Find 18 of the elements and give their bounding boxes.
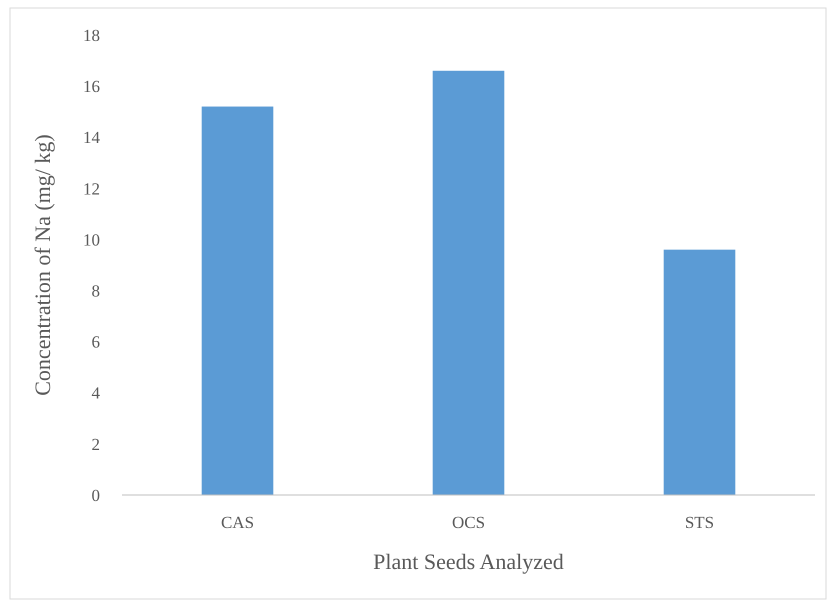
y-tick-label: 2	[92, 434, 100, 454]
y-tick-label: 8	[92, 282, 100, 301]
y-tick-label: 10	[83, 230, 100, 250]
x-tick-label: STS	[684, 513, 714, 532]
y-tick-label: 12	[83, 179, 100, 198]
y-tick-label: 0	[92, 486, 100, 505]
bar	[432, 70, 504, 495]
x-tick-label: CAS	[220, 513, 254, 532]
x-axis-title: Plant Seeds Analyzed	[373, 549, 564, 574]
y-tick-label: 16	[83, 77, 100, 96]
bar	[664, 250, 736, 495]
bar	[202, 106, 274, 495]
y-tick-label: 18	[83, 26, 100, 45]
y-tick-label: 14	[83, 128, 100, 148]
y-tick-label: 4	[92, 384, 100, 403]
x-tick-label: OCS	[452, 513, 486, 532]
y-axis-title: Concentration of Na (mg/ kg)	[30, 134, 55, 396]
y-tick-label: 6	[92, 332, 100, 352]
